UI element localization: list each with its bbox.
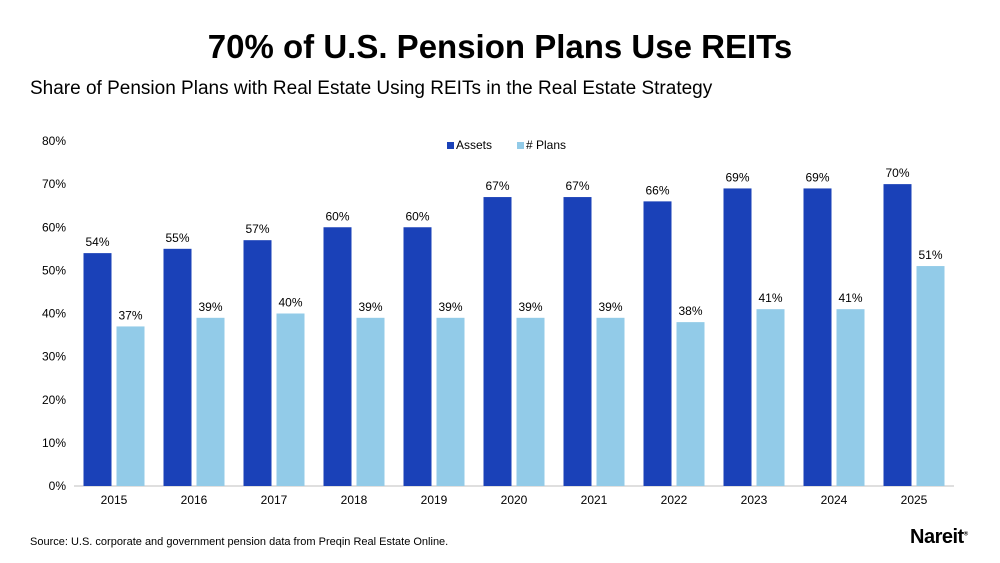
data-label: 39% — [518, 300, 542, 314]
bar-assets — [483, 197, 512, 486]
data-label: 69% — [805, 170, 829, 184]
x-tick-label: 2021 — [581, 493, 608, 507]
data-label: 55% — [165, 231, 189, 245]
data-label: 66% — [645, 183, 669, 197]
y-tick-label: 40% — [42, 307, 66, 321]
data-label: 60% — [405, 209, 429, 223]
bar-assets — [83, 253, 112, 486]
data-label: 41% — [758, 291, 782, 305]
x-tick-label: 2015 — [101, 493, 128, 507]
bar-plans — [676, 322, 705, 486]
bar-plans — [436, 317, 465, 486]
y-tick-label: 50% — [42, 263, 66, 277]
data-label: 39% — [598, 300, 622, 314]
bar-assets — [163, 248, 192, 486]
data-label: 39% — [358, 300, 382, 314]
legend-label: # Plans — [526, 138, 566, 152]
bar-plans — [916, 266, 945, 486]
x-tick-label: 2016 — [181, 493, 208, 507]
data-label: 39% — [438, 300, 462, 314]
y-tick-label: 0% — [49, 479, 67, 493]
bar-plans — [196, 317, 225, 486]
x-tick-label: 2025 — [901, 493, 928, 507]
x-tick-label: 2022 — [661, 493, 688, 507]
bar-assets — [323, 227, 352, 486]
bar-assets — [803, 188, 832, 486]
bar-plans — [276, 313, 305, 486]
data-label: 70% — [885, 166, 909, 180]
y-tick-label: 60% — [42, 220, 66, 234]
legend-label: Assets — [456, 138, 492, 152]
data-label: 39% — [198, 300, 222, 314]
data-label: 69% — [725, 170, 749, 184]
bar-assets — [883, 184, 912, 486]
legend-swatch — [447, 142, 454, 149]
y-tick-label: 80% — [42, 134, 66, 148]
bar-plans — [356, 317, 385, 486]
source-note: Source: U.S. corporate and government pe… — [30, 536, 449, 548]
bar-assets — [723, 188, 752, 486]
logo-text: Nareit — [910, 526, 964, 548]
bar-plans — [116, 326, 145, 486]
data-label: 60% — [325, 209, 349, 223]
y-tick-label: 20% — [42, 393, 66, 407]
data-label: 51% — [918, 248, 942, 262]
chart-title: 70% of U.S. Pension Plans Use REITs — [207, 28, 793, 65]
chart-subtitle: Share of Pension Plans with Real Estate … — [30, 78, 713, 99]
nareit-logo: Nareit® — [910, 526, 968, 548]
bar-plans — [836, 309, 865, 486]
x-tick-label: 2020 — [501, 493, 528, 507]
bar-plans — [516, 317, 545, 486]
y-tick-label: 30% — [42, 350, 66, 364]
data-label: 38% — [678, 304, 702, 318]
bar-assets — [643, 201, 672, 486]
data-label: 57% — [245, 222, 269, 236]
data-label: 54% — [85, 235, 109, 249]
bar-plans — [756, 309, 785, 486]
bar-assets — [563, 197, 592, 486]
x-tick-label: 2019 — [421, 493, 448, 507]
y-tick-label: 70% — [42, 177, 66, 191]
x-tick-label: 2023 — [741, 493, 768, 507]
x-tick-label: 2017 — [261, 493, 288, 507]
x-tick-label: 2024 — [821, 493, 848, 507]
data-label: 40% — [278, 296, 302, 310]
bar-plans — [596, 317, 625, 486]
y-tick-label: 10% — [42, 436, 66, 450]
data-label: 67% — [485, 179, 509, 193]
bar-assets — [403, 227, 432, 486]
data-label: 67% — [565, 179, 589, 193]
legend-swatch — [517, 142, 524, 149]
x-tick-label: 2018 — [341, 493, 368, 507]
bar-assets — [243, 240, 272, 486]
data-label: 41% — [838, 291, 862, 305]
data-label: 37% — [118, 308, 142, 322]
